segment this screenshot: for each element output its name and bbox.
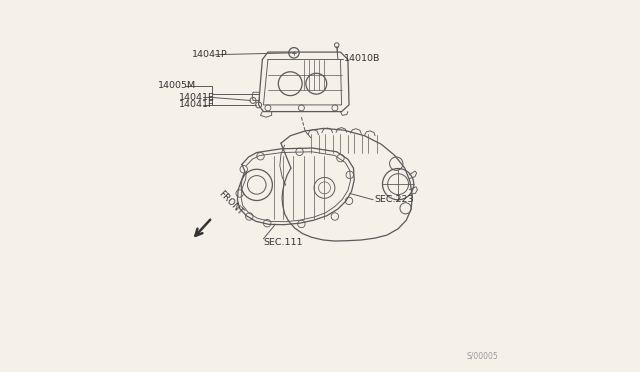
Text: 14005M: 14005M xyxy=(158,81,196,90)
Text: 14041F: 14041F xyxy=(179,100,214,109)
Text: SEC.111: SEC.111 xyxy=(264,238,303,247)
Text: 14041E: 14041E xyxy=(179,93,214,102)
Text: SEC.223: SEC.223 xyxy=(374,195,413,204)
Text: 14010B: 14010B xyxy=(344,54,380,63)
Text: 14041P: 14041P xyxy=(191,50,227,59)
Text: FRONT: FRONT xyxy=(216,189,244,217)
Text: S/00005: S/00005 xyxy=(467,351,499,360)
